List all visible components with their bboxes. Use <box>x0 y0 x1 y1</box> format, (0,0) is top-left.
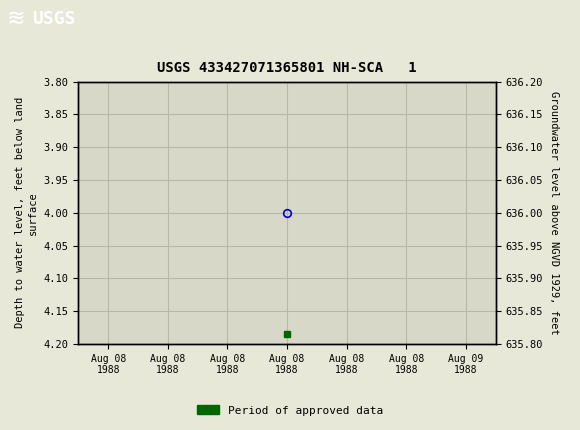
Title: USGS 433427071365801 NH-SCA   1: USGS 433427071365801 NH-SCA 1 <box>157 61 417 75</box>
Text: USGS: USGS <box>32 10 75 28</box>
Text: ≋: ≋ <box>7 9 26 29</box>
Y-axis label: Depth to water level, feet below land
surface: Depth to water level, feet below land su… <box>15 97 38 329</box>
Legend: Period of approved data: Period of approved data <box>193 401 387 420</box>
Y-axis label: Groundwater level above NGVD 1929, feet: Groundwater level above NGVD 1929, feet <box>549 91 559 335</box>
